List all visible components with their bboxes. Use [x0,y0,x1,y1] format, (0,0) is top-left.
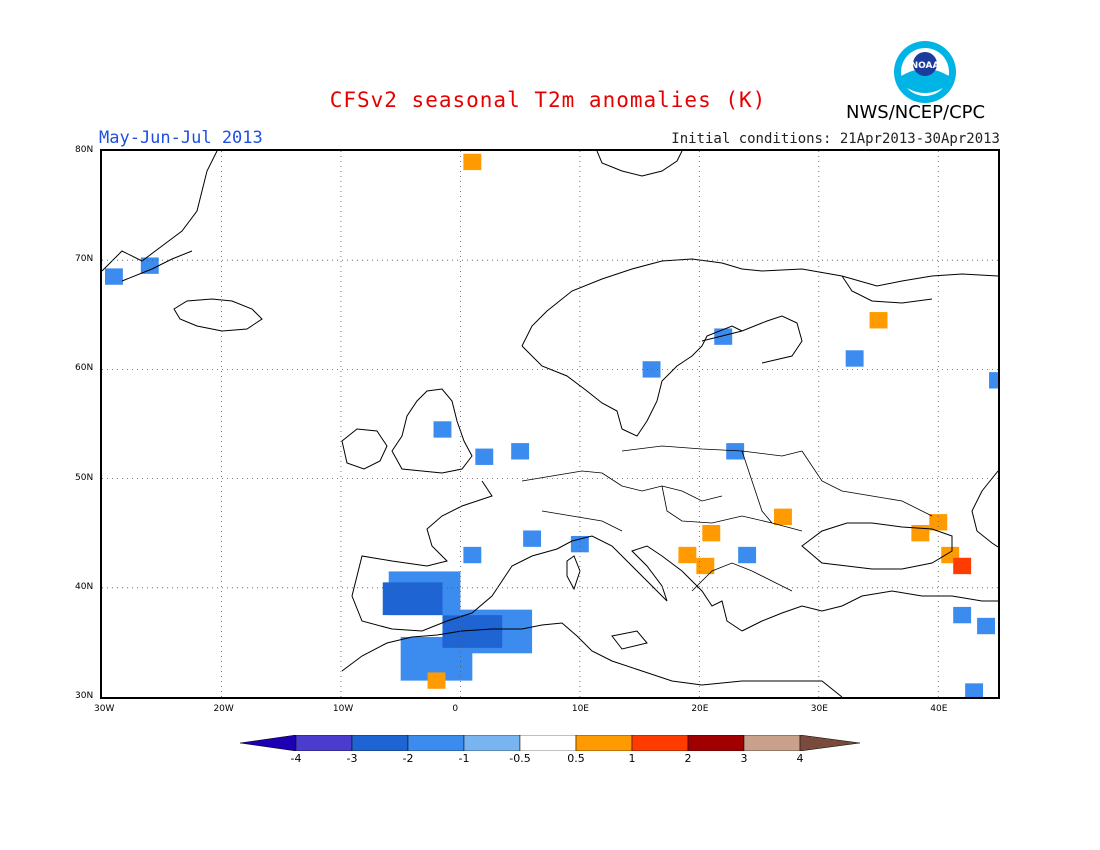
colorbar-segment [351,735,409,751]
anomaly-cell [427,650,446,667]
anomaly-cell [845,350,864,367]
initial-conditions: Initial conditions: 21Apr2013-30Apr2013 [671,131,1000,147]
colorbar-svg [240,735,860,751]
anomaly-cell [965,683,984,697]
forecast-period: May-Jun-Jul 2013 [99,128,263,148]
colorbar-segment [407,735,465,751]
colorbar-tick-label: -0.5 [509,752,531,765]
anomaly-cell [774,508,792,526]
anomaly-cell [433,421,452,438]
anomaly-cell [463,546,482,564]
lon-tick-label: 30E [810,704,828,714]
colorbar-tick-label: 4 [796,752,804,765]
anomaly-cell [738,546,757,564]
lon-tick-label: 30W [94,704,115,714]
colorbar-tick-label: 3 [740,752,748,765]
colorbar-segment [575,735,633,751]
colorbar-segment [295,735,353,751]
anomaly-cell [463,153,482,171]
anomaly-cell [953,606,972,624]
lat-tick-label: 70N [75,254,94,265]
anomaly-cell [714,328,733,345]
colorbar-tick-label: 2 [684,752,692,765]
anomaly-cell [989,372,998,389]
anomaly-cell [911,525,930,542]
lat-tick-label: 40N [75,581,94,592]
colorbar-tick-label: 1 [628,752,636,765]
anomaly-cell [104,268,123,285]
anomaly-region-strong [382,582,443,616]
colorbar-tick-label: -1 [458,752,470,765]
lon-tick-label: 0 [452,704,459,714]
lon-tick-label: 20E [691,704,709,714]
coastlines [102,151,998,697]
anomaly-cell [678,546,697,564]
lat-tick-label: 30N [75,691,94,701]
lat-tick-label: 60N [75,363,94,374]
lon-tick-label: 10W [332,704,354,714]
colorbar-segment [631,735,689,751]
map-canvas [102,151,998,697]
colorbar-tick-label: -2 [402,752,414,765]
anomaly-cell [140,257,159,274]
anomaly-cell [475,448,494,465]
anomaly-cell [642,361,661,378]
anomaly-cell [523,530,542,547]
anomaly-cells [104,153,998,697]
lat-tick-label: 80N [75,145,94,155]
lon-tick-label: 20W [213,704,234,714]
colorbar-end-low [240,735,297,751]
gridlines [102,151,998,697]
noaa-logo-text: NOAA [911,61,940,71]
anomaly-cell [869,312,888,329]
colorbar-end-high [799,735,860,751]
lon-tick-label: 10E [571,704,589,714]
colorbar-segment [743,735,801,751]
anomaly-cell [953,557,972,575]
chart-title: CFSv2 seasonal T2m anomalies (K) [329,88,767,112]
anomaly-cell [929,514,948,531]
colorbar-tick-label: -3 [346,752,358,765]
anomaly-cell [702,525,721,542]
noaa-logo: NOAA [894,41,956,103]
anomaly-cell [977,617,996,635]
colorbar [240,735,860,751]
anomaly-cell [726,443,745,460]
colorbar-tick-label: -4 [290,752,302,765]
colorbar-segment [463,735,521,751]
colorbar-segment [687,735,745,751]
anomaly-cell [570,535,589,553]
lon-tick-label: 40E [930,704,948,714]
colorbar-tick-label: 0.5 [567,752,585,765]
agency-label: NWS/NCEP/CPC [846,102,986,123]
anomaly-cell [696,557,715,575]
colorbar-segment [519,735,577,751]
lat-tick-label: 50N [75,472,94,483]
anomaly-map [100,149,1000,699]
anomaly-region-strong [442,615,503,648]
anomaly-cell [511,443,530,460]
anomaly-cell [427,672,446,689]
